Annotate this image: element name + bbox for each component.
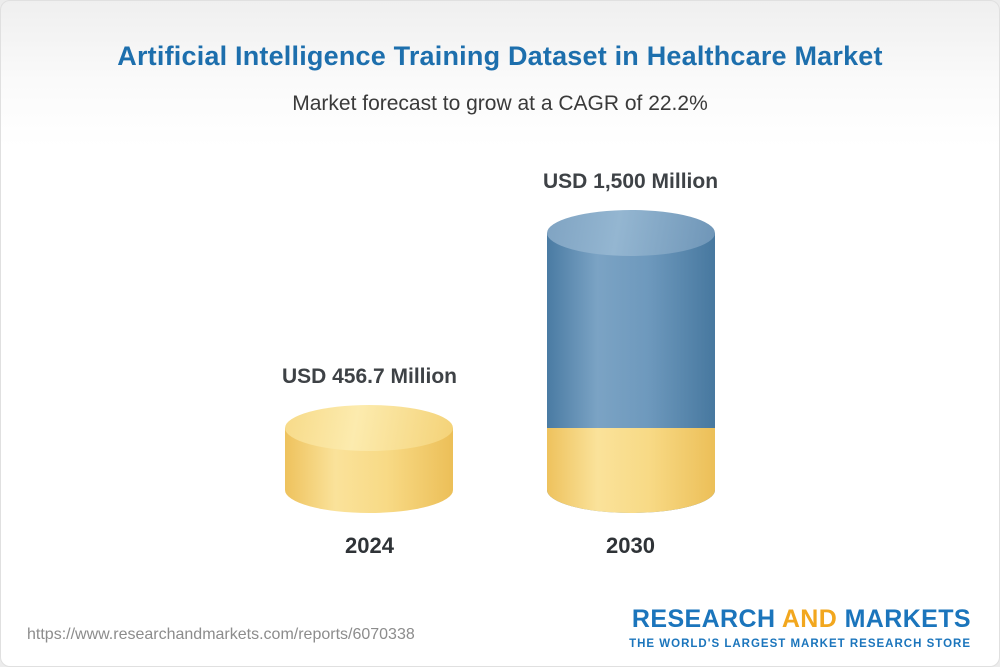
bar-value-label-2024: USD 456.7 Million [281, 365, 457, 388]
bar-2024-top-ellipse [285, 405, 454, 451]
bar-group-2030: USD 1,500 Million 2030 [543, 170, 718, 559]
brand-word-markets: MARKETS [844, 605, 971, 633]
axis-label-2030: 2030 [606, 533, 655, 558]
bar-2030-base-segment [546, 428, 715, 513]
brand-logo-wordmark: RESEARCH AND MARKETS [629, 605, 971, 634]
brand-logo: RESEARCH AND MARKETS THE WORLD'S LARGEST… [629, 605, 971, 650]
report-url[interactable]: https://www.researchandmarkets.com/repor… [27, 626, 415, 643]
chart-title: Artificial Intelligence Training Dataset… [117, 41, 883, 71]
chart-subtitle: Market forecast to grow at a CAGR of 22.… [292, 92, 708, 115]
chart-header: Artificial Intelligence Training Dataset… [1, 1, 999, 116]
bar-2030 [546, 210, 715, 513]
brand-word-and: AND [781, 605, 838, 633]
axis-label-2024: 2024 [345, 533, 394, 558]
brand-word-research: RESEARCH [631, 605, 776, 633]
bar-2024 [285, 405, 454, 513]
bar-group-2024: USD 456.7 Million 2024 [282, 365, 457, 559]
bar-2030-top-ellipse [546, 210, 715, 256]
bar-chart: USD 456.7 Million 2024 USD 1,500 Million… [1, 170, 999, 559]
bar-value-label-2030: USD 1,500 Million [543, 170, 719, 193]
brand-tagline: THE WORLD'S LARGEST MARKET RESEARCH STOR… [629, 638, 971, 650]
